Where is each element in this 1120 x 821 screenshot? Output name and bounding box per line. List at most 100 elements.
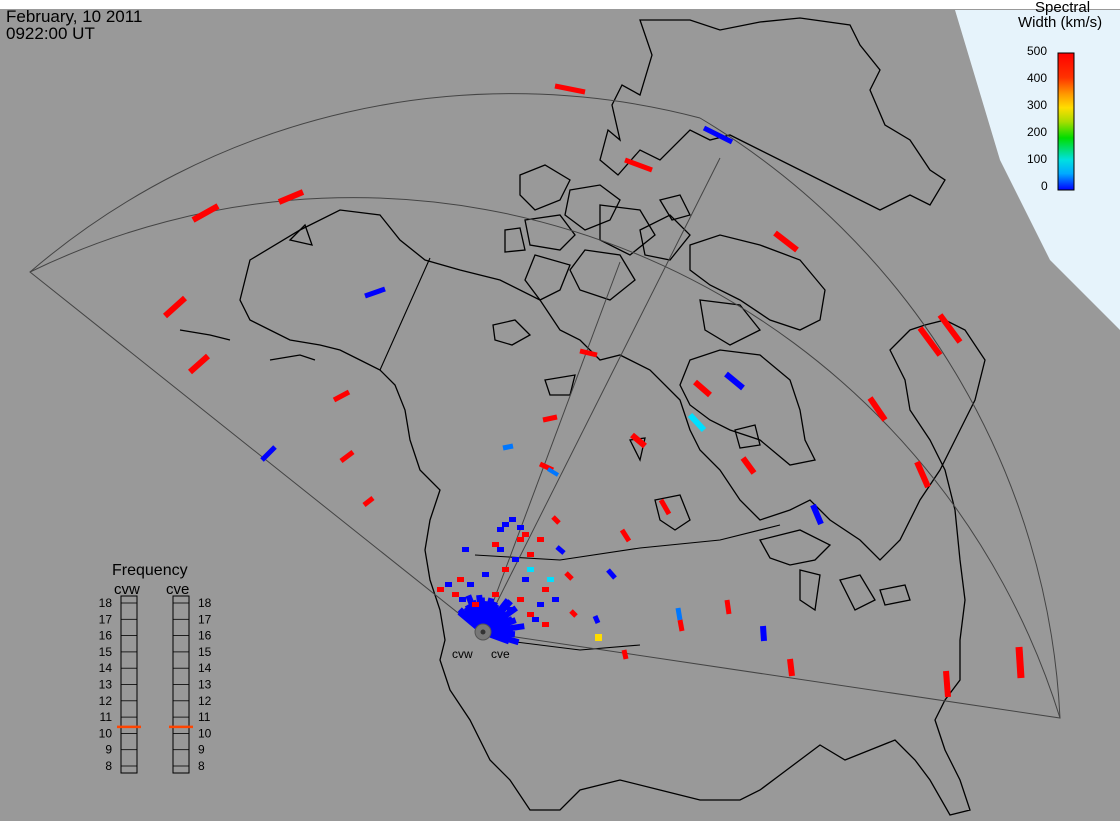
frequency-tick-label: 18 [198, 596, 212, 610]
near-range-echo [547, 577, 554, 582]
echo-segment [564, 571, 574, 581]
echo-segment [760, 625, 767, 642]
near-range-echo [542, 622, 549, 627]
echo-segment [724, 599, 732, 615]
frequency-tick-label: 12 [99, 694, 113, 708]
echo-segment [675, 607, 683, 621]
color-bar-title-line2: Width (km/s) [1018, 14, 1102, 31]
near-range-echo [489, 631, 511, 645]
echo-segment [188, 353, 210, 375]
frequency-tick-label: 10 [198, 726, 212, 740]
color-bar-tick: 0 [1041, 179, 1048, 193]
frequency-tick-label: 14 [99, 661, 113, 675]
echo-segment [687, 412, 707, 433]
ice-region [955, 10, 1120, 330]
timestamp-header: February, 10 2011 0922:00 UT [6, 8, 142, 42]
echo-segment [773, 230, 799, 253]
near-range-echo [467, 582, 474, 587]
frequency-tick-label: 15 [198, 645, 212, 659]
near-range-echo [472, 602, 479, 607]
color-bar: Spectral Width (km/s) 500 400 [1018, 0, 1102, 193]
echo-segment [702, 125, 734, 145]
echo-segment [677, 619, 685, 632]
frequency-tick-label: 13 [99, 678, 113, 692]
near-range-echo [509, 517, 516, 522]
echo-segment [555, 545, 566, 555]
frequency-tick-label: 11 [198, 710, 211, 724]
borders [379, 257, 781, 651]
echo-segment [621, 649, 629, 660]
echo-segment [867, 396, 888, 422]
near-range-echo [497, 547, 504, 552]
near-range-echo [492, 542, 499, 547]
echo-segment [630, 432, 647, 449]
backscatter-echoes [162, 83, 1025, 698]
echo-segment [595, 634, 602, 641]
color-bar-tick: 200 [1027, 125, 1047, 139]
echo-segment [260, 445, 277, 462]
frequency-tick-label: 17 [99, 612, 113, 626]
near-range-echo [437, 587, 444, 592]
near-range-echo [459, 597, 466, 602]
frequency-tick-label: 18 [99, 596, 113, 610]
color-bar-title-line1: Spectral [1035, 0, 1090, 16]
near-range-echo [492, 592, 499, 597]
echo-segment [579, 348, 598, 358]
frequency-tick-label: 16 [198, 629, 212, 643]
echo-segment [592, 615, 601, 624]
near-range-echo [502, 567, 509, 572]
echo-segment [606, 568, 617, 580]
frequency-tick-label: 13 [198, 678, 212, 692]
frequency-tick-label: 9 [198, 743, 205, 757]
header-date: February, 10 2011 [6, 7, 143, 26]
frequency-panel: Frequency cvw cve 18 17 16 15 14 13 12 11 10 9 8 1… [99, 562, 212, 774]
echo-segment [787, 658, 795, 677]
echo-segment [277, 189, 305, 205]
coastlines [179, 17, 986, 816]
color-bar-tick: 400 [1027, 71, 1047, 85]
echo-segment [943, 670, 951, 698]
echo-segment [339, 450, 355, 463]
frequency-tick-label: 12 [198, 694, 212, 708]
frequency-tick-label: 9 [105, 743, 112, 757]
radar-near-range-scatter [437, 517, 559, 646]
near-range-echo [517, 597, 524, 602]
near-range-echo [497, 527, 504, 532]
echo-segment [914, 460, 931, 489]
echo-segment [554, 83, 586, 95]
near-range-echo [507, 607, 514, 612]
frequency-tick-label: 11 [100, 710, 113, 724]
echo-segment [362, 496, 375, 507]
frequency-tick-label: 10 [99, 726, 113, 740]
near-range-echo [502, 522, 509, 527]
radar-label-cve: cve [491, 647, 510, 661]
echo-segment [917, 326, 943, 357]
frequency-right-label: cve [166, 581, 189, 598]
near-range-echo [522, 577, 529, 582]
frequency-title: Frequency [112, 562, 188, 579]
echo-segment [546, 467, 560, 477]
near-range-echo [512, 557, 519, 562]
near-range-echo [537, 602, 544, 607]
echo-segment [740, 456, 757, 475]
top-band [0, 0, 1120, 9]
color-bar-gradient [1057, 52, 1075, 191]
echo-segment [624, 157, 653, 173]
radar-site-center [480, 629, 486, 635]
echo-segment [502, 443, 514, 451]
frequency-tick-label: 8 [105, 759, 112, 773]
near-range-echo [552, 597, 559, 602]
echo-segment [191, 203, 220, 223]
frequency-scale-cvw: 18 17 16 15 14 13 12 11 10 9 8 [99, 595, 141, 774]
color-bar-tick: 500 [1027, 44, 1047, 58]
near-range-echo [542, 587, 549, 592]
near-range-echo [445, 582, 452, 587]
near-range-echo [462, 547, 469, 552]
frequency-left-label: cvw [114, 581, 140, 598]
header-time: 0922:00 UT [6, 24, 95, 43]
echo-segment [724, 371, 745, 391]
echo-segment [693, 379, 712, 398]
near-range-echo [457, 577, 464, 582]
